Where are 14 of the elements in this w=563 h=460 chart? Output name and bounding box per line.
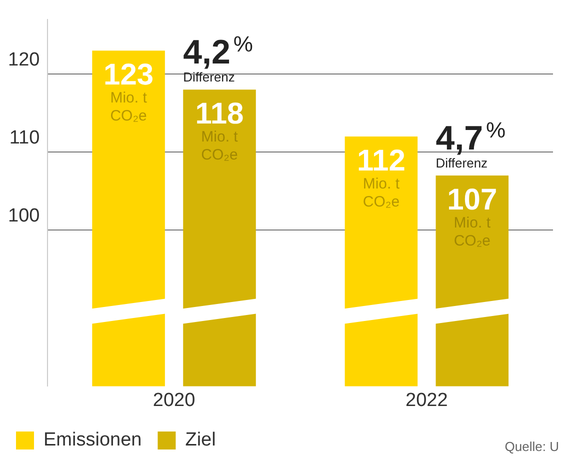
source-note: Quelle: U: [504, 439, 559, 454]
annotation: 4,7%: [436, 117, 506, 158]
y-tick-label: 100: [8, 205, 40, 226]
x-tick-label: 2022: [406, 390, 448, 411]
y-tick-label: 120: [8, 49, 40, 70]
annotation: Differenz: [183, 70, 235, 85]
y-tick-label: 110: [9, 127, 40, 148]
legend-label: Ziel: [185, 430, 216, 451]
annotation: Differenz: [436, 155, 488, 170]
data-label: 123 Mio. t CO₂e: [104, 58, 154, 125]
x-tick-label: 2020: [152, 390, 196, 411]
legend-label: Emissionen: [44, 430, 142, 451]
data-label: 112 Mio. t CO₂e: [356, 144, 406, 210]
annotation: 4,2%: [183, 32, 253, 72]
